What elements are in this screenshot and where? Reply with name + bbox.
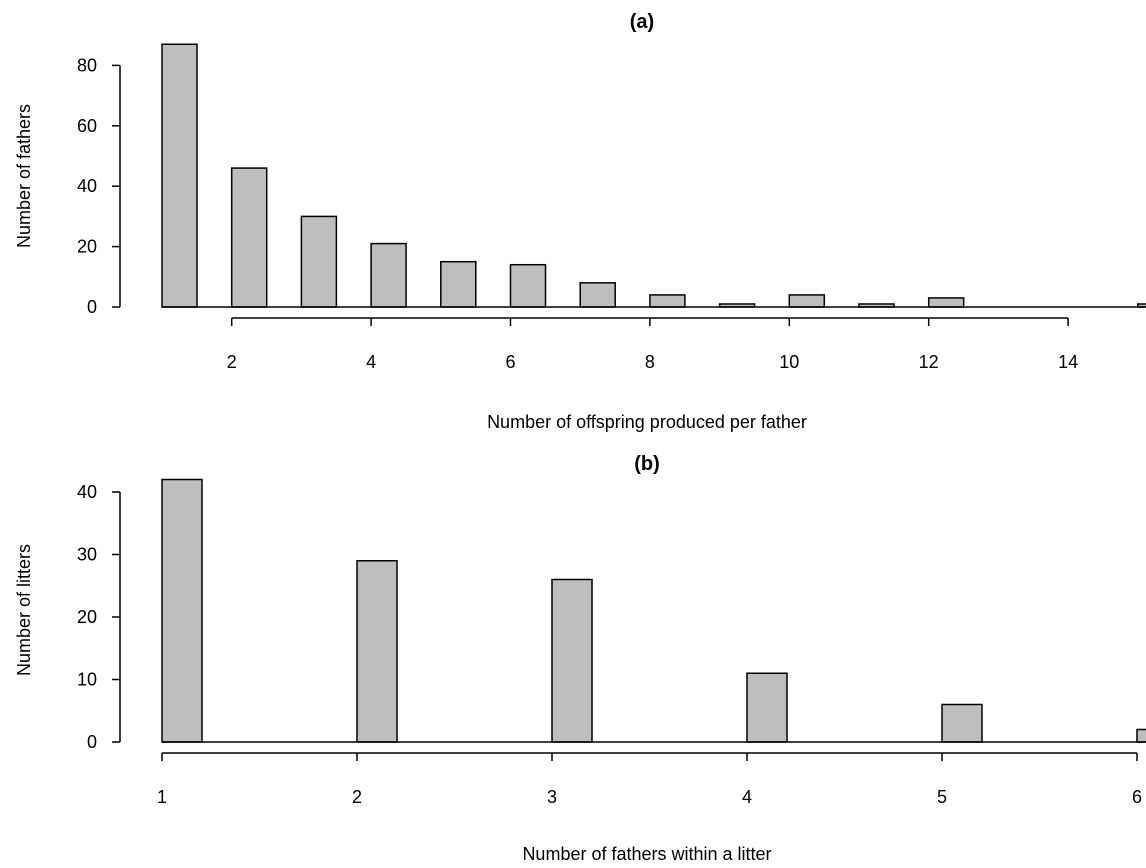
panel-a-x-axis-label: Number of offspring produced per father xyxy=(487,412,807,432)
x-tick-label: 10 xyxy=(779,352,799,372)
bar xyxy=(927,297,965,308)
bar xyxy=(440,260,477,308)
x-tick-label: 5 xyxy=(937,787,947,807)
x-tick-label: 4 xyxy=(366,352,376,372)
y-tick-label: 40 xyxy=(77,482,97,502)
bar xyxy=(788,294,826,308)
x-tick-label: 14 xyxy=(1058,352,1078,372)
bar xyxy=(579,282,616,308)
x-tick-label: 6 xyxy=(1132,787,1142,807)
y-tick-label: 20 xyxy=(77,607,97,627)
panel-a-x-axis: 2 4 6 8 10 12 14 xyxy=(227,317,1078,372)
bar xyxy=(300,215,338,308)
bar xyxy=(746,672,788,743)
panel-b-title: (b) xyxy=(634,453,660,475)
panel-a-title: (a) xyxy=(630,11,654,33)
y-tick-label: 0 xyxy=(87,732,97,752)
bar xyxy=(161,478,203,743)
x-tick-label: 3 xyxy=(547,787,557,807)
bar xyxy=(230,167,268,308)
bar xyxy=(356,560,398,743)
panel-b-x-axis: 1 2 3 4 5 6 xyxy=(157,752,1142,807)
x-tick-label: 6 xyxy=(505,352,515,372)
bar xyxy=(161,43,198,308)
x-tick-label: 4 xyxy=(742,787,752,807)
bar xyxy=(1136,728,1146,743)
panel-a-y-axis-label: Number of fathers xyxy=(14,104,34,248)
bar xyxy=(649,294,686,308)
bar xyxy=(509,263,547,308)
bar xyxy=(941,703,983,743)
y-tick-label: 40 xyxy=(77,176,97,196)
y-tick-label: 60 xyxy=(77,116,97,136)
panel-a-bars xyxy=(161,43,1146,308)
x-tick-label: 2 xyxy=(352,787,362,807)
panel-b-x-axis-label: Number of fathers within a litter xyxy=(522,844,771,864)
bar xyxy=(551,578,593,743)
panel-b-y-axis-label: Number of litters xyxy=(14,544,34,676)
panel-b-bars xyxy=(161,478,1146,743)
y-tick-label: 0 xyxy=(87,297,97,317)
bar xyxy=(370,242,407,308)
panel-a-offspring-per-father: (a) Number of offspring produced per fat… xyxy=(14,11,1146,432)
x-tick-label: 12 xyxy=(919,352,939,372)
x-tick-label: 2 xyxy=(227,352,237,372)
x-tick-label: 8 xyxy=(645,352,655,372)
panel-b-y-axis: 0 10 20 30 40 xyxy=(77,482,121,752)
x-tick-label: 1 xyxy=(157,787,167,807)
y-tick-label: 30 xyxy=(77,545,97,565)
panel-b-fathers-per-litter: (b) Number of fathers within a litter Nu… xyxy=(14,453,1146,864)
bar xyxy=(1137,303,1146,308)
y-tick-label: 10 xyxy=(77,670,97,690)
y-tick-label: 20 xyxy=(77,237,97,257)
y-tick-label: 80 xyxy=(77,55,97,75)
panel-a-y-axis: 0 20 40 60 80 xyxy=(77,55,121,317)
